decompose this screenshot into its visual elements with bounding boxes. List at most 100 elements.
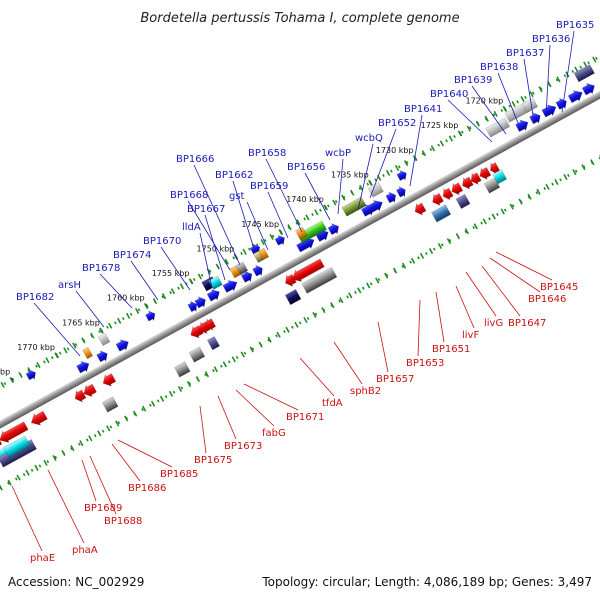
minor-tick bbox=[61, 450, 66, 457]
minor-tick bbox=[384, 272, 389, 279]
minor-tick bbox=[368, 179, 373, 186]
minor-tick bbox=[99, 327, 104, 334]
forward-gene-label: BP1670 bbox=[143, 236, 181, 247]
forward-gene-label: BP1678 bbox=[82, 263, 120, 274]
minor-tick bbox=[375, 277, 380, 284]
minor-tick bbox=[410, 257, 416, 264]
minor-tick bbox=[323, 204, 328, 211]
forward-gene-label: BP1656 bbox=[287, 162, 325, 173]
minor-tick bbox=[45, 357, 50, 364]
gene-feature-box bbox=[206, 336, 220, 351]
minor-tick bbox=[34, 464, 39, 471]
minor-tick bbox=[177, 385, 183, 392]
forward-gene-leader bbox=[369, 128, 397, 199]
minor-tick bbox=[527, 193, 532, 200]
scale-line-upper bbox=[0, 55, 600, 388]
minor-tick bbox=[115, 420, 120, 427]
forward-gene-arrow bbox=[187, 300, 197, 313]
reverse-gene-label: livF bbox=[462, 330, 479, 341]
gene-feature-box bbox=[284, 289, 302, 306]
minor-tick bbox=[0, 381, 5, 388]
forward-gene-label: BP1662 bbox=[215, 170, 253, 181]
reverse-gene-leader bbox=[243, 383, 299, 411]
forward-gene-label: BP1635 bbox=[556, 20, 594, 31]
minor-tick bbox=[473, 223, 478, 230]
minor-tick bbox=[141, 405, 147, 412]
forward-gene-leader bbox=[187, 200, 231, 271]
minor-tick bbox=[152, 298, 158, 305]
reverse-gene-arrow bbox=[451, 182, 464, 196]
minor-tick bbox=[500, 208, 505, 215]
minor-tick bbox=[90, 332, 95, 339]
minor-tick bbox=[285, 326, 290, 333]
minor-tick bbox=[439, 140, 445, 147]
forward-gene-label: arsH bbox=[58, 280, 81, 291]
gene-feature-box bbox=[431, 204, 452, 223]
forward-gene-label: BP1638 bbox=[480, 62, 518, 73]
reverse-gene-label: BP1651 bbox=[432, 344, 470, 355]
minor-tick bbox=[482, 218, 487, 225]
kbp-tick-label: 1745 kbp bbox=[241, 220, 279, 229]
minor-tick bbox=[36, 362, 41, 369]
gene-feature-box bbox=[97, 332, 111, 347]
minor-tick bbox=[294, 321, 299, 328]
reverse-gene-label: BP1653 bbox=[406, 358, 444, 369]
reverse-gene-leader bbox=[217, 395, 237, 440]
forward-gene-label: BP1658 bbox=[248, 148, 286, 159]
forward-gene-arrow bbox=[367, 200, 383, 213]
reverse-gene-arrow bbox=[83, 383, 97, 398]
forward-gene-leader bbox=[246, 201, 269, 251]
minor-tick bbox=[312, 312, 317, 319]
kbp-tick-label: 1765 kbp bbox=[62, 318, 100, 327]
gene-feature-box bbox=[82, 346, 94, 360]
forward-gene-arrow bbox=[96, 350, 108, 363]
forward-gene-arrow bbox=[581, 82, 595, 96]
minor-tick bbox=[314, 209, 319, 216]
forward-gene-label: BP1668 bbox=[170, 190, 208, 201]
forward-gene-arrow bbox=[327, 223, 339, 236]
minor-tick bbox=[339, 297, 344, 304]
gene-feature-box bbox=[258, 247, 270, 261]
forward-gene-label: wcbQ bbox=[355, 133, 383, 144]
reverse-gene-leader bbox=[11, 485, 43, 552]
minor-tick bbox=[204, 371, 210, 378]
reverse-gene-leader bbox=[481, 265, 521, 317]
forward-gene-label: BP1667 bbox=[187, 204, 225, 215]
forward-gene-arrow bbox=[222, 280, 238, 293]
minor-tick bbox=[394, 165, 400, 172]
genome-backbone bbox=[0, 64, 600, 447]
reverse-gene-label: BP1686 bbox=[128, 483, 166, 494]
minor-tick bbox=[269, 234, 274, 241]
minor-tick bbox=[366, 282, 371, 289]
kbp-tick-label: 1725 kbp bbox=[421, 121, 459, 130]
minor-tick bbox=[278, 229, 283, 236]
forward-gene-arrow bbox=[115, 339, 129, 352]
reverse-gene-label: BP1685 bbox=[160, 469, 198, 480]
minor-tick bbox=[305, 214, 310, 221]
reverse-gene-leader bbox=[417, 299, 421, 357]
reverse-gene-label: BP1646 bbox=[528, 294, 566, 305]
kbp-tick-label: 1735 kbp bbox=[331, 171, 369, 180]
minor-tick bbox=[392, 267, 398, 274]
minor-tick bbox=[403, 160, 409, 167]
minor-tick bbox=[296, 219, 301, 226]
reverse-gene-arrow bbox=[292, 258, 325, 282]
minor-tick bbox=[455, 233, 461, 240]
forward-gene-label: BP1639 bbox=[454, 75, 492, 86]
accession-text: Accession: NC_002929 bbox=[8, 575, 144, 589]
reverse-gene-label: BP1675 bbox=[194, 455, 232, 466]
gene-feature-box bbox=[174, 361, 191, 378]
reverse-gene-leader bbox=[435, 291, 445, 343]
minor-tick bbox=[545, 183, 550, 190]
forward-gene-leader bbox=[160, 246, 191, 291]
minor-tick bbox=[63, 347, 68, 354]
forward-gene-leader bbox=[409, 114, 423, 187]
gene-feature-box bbox=[3, 435, 31, 458]
forward-gene-label: BP1659 bbox=[250, 181, 288, 192]
minor-tick bbox=[428, 247, 434, 254]
reverse-gene-leader bbox=[465, 271, 497, 317]
minor-tick bbox=[287, 224, 292, 231]
gene-feature-box bbox=[483, 177, 501, 194]
kbp-tick-label: 1770 kbp bbox=[17, 343, 55, 352]
minor-tick bbox=[70, 445, 75, 452]
